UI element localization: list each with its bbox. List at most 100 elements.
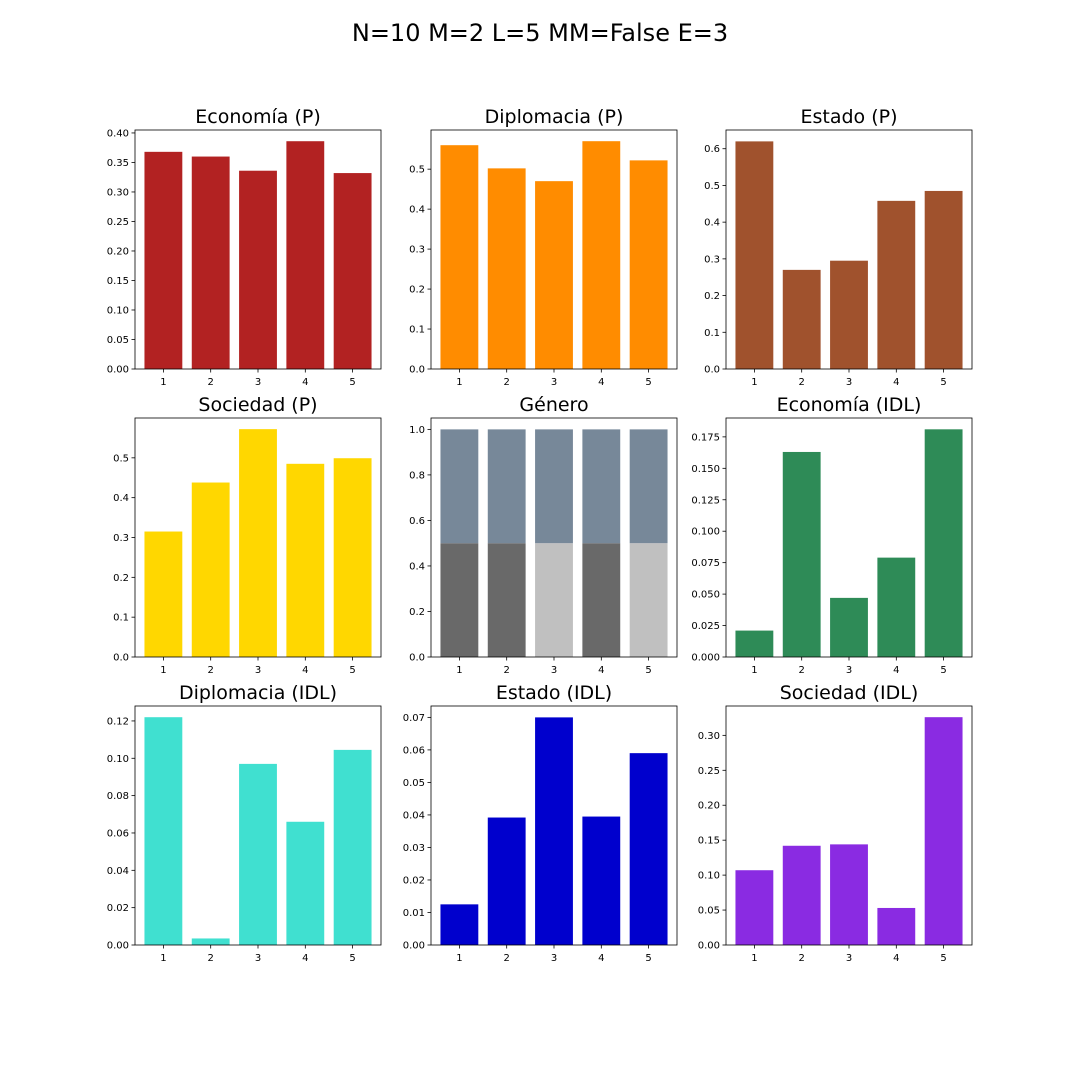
bar-2 [782,269,821,369]
bar-3-segment-1 [535,543,573,657]
subplot-title: Diplomacia (P) [485,106,624,128]
subplot-title: Sociedad (P) [198,394,317,416]
y-tick-label: 0.2 [409,285,425,296]
y-tick-label: 0.1 [113,613,129,624]
y-tick-label: 0.4 [704,218,720,229]
y-tick-label: 0.000 [691,653,720,664]
x-tick-label: 4 [598,377,604,388]
x-tick-label: 3 [551,953,557,964]
y-tick-label: 0.10 [698,871,720,882]
y-tick-label: 0.35 [107,158,129,169]
y-tick-label: 0.175 [691,432,720,443]
y-tick-label: 0.00 [698,941,720,952]
subplot-title: Economía (IDL) [777,394,922,416]
bar-2 [191,482,230,657]
x-tick-label: 4 [598,665,604,676]
x-tick-label: 5 [645,665,651,676]
subplot-6: 1 2 3 4 5 0.000 0.025 0.050 0.075 0.100 0.125 0.150… [691,394,973,676]
subplot-3: 1 2 3 4 5 0.0 0.1 0.2 0.3 0.4 0.5 0.6 Estado (P) [704,106,973,388]
x-tick-label: 5 [349,377,355,388]
y-tick-label: 0.08 [107,791,129,802]
x-tick-label: 2 [799,377,805,388]
y-tick-label: 0.05 [403,778,425,789]
bar-4 [286,141,325,369]
x-tick-label: 4 [302,953,308,964]
y-tick-label: 0.04 [403,810,425,821]
bar-2-segment-1 [487,543,526,657]
bar-4 [877,557,916,657]
y-tick-label: 0.0 [409,365,425,376]
x-tick-label: 1 [456,665,462,676]
bar-1 [440,145,479,369]
bar-3 [239,170,277,369]
y-tick-label: 0.8 [409,470,425,481]
bar-4 [877,907,916,945]
x-tick-label: 2 [208,377,214,388]
y-tick-label: 0.02 [107,903,129,914]
x-tick-label: 3 [551,665,557,676]
x-tick-label: 2 [799,953,805,964]
x-tick-label: 3 [255,377,261,388]
bar-5 [333,173,372,369]
bar-3 [830,260,868,369]
bar-2 [487,168,526,369]
bar-5 [333,749,372,945]
y-tick-label: 0.5 [113,453,129,464]
y-tick-label: 0.20 [107,246,129,257]
y-tick-label: 0.00 [403,941,425,952]
x-tick-label: 2 [208,953,214,964]
subplot-8: 1 2 3 4 5 0.00 0.01 0.02 0.03 0.04 0.05 0.06 0.07 Est… [403,682,678,964]
y-tick-label: 0.10 [107,305,129,316]
y-tick-label: 0.1 [409,325,425,336]
x-tick-label: 2 [504,953,510,964]
x-tick-label: 5 [349,953,355,964]
x-tick-label: 4 [893,377,899,388]
x-tick-label: 3 [846,953,852,964]
bar-1-segment-2 [440,429,479,544]
bar-2 [782,845,821,945]
bar-2 [487,817,526,945]
x-tick-label: 2 [208,665,214,676]
x-tick-label: 1 [751,953,757,964]
x-tick-label: 2 [504,665,510,676]
y-tick-label: 0.150 [691,464,720,475]
bar-3 [239,763,277,945]
bar-5 [629,160,668,369]
figure-suptitle: N=10 M=2 L=5 MM=False E=3 [352,19,728,47]
bar-4 [286,463,325,657]
bar-1 [440,904,479,945]
x-tick-label: 3 [846,665,852,676]
x-tick-label: 5 [940,377,946,388]
y-tick-label: 0.03 [403,843,425,854]
x-tick-label: 1 [456,953,462,964]
y-tick-label: 1.0 [409,425,425,436]
y-tick-label: 0.2 [113,573,129,584]
x-tick-label: 4 [893,953,899,964]
y-tick-label: 0.07 [403,713,425,724]
bar-5 [924,429,963,657]
y-tick-label: 0.30 [698,731,720,742]
subplot-grid: 1 2 3 4 50.000.050.100.150.200.250.300.350.4… [107,106,973,964]
subplot-title: Género [519,394,588,416]
y-tick-label: 0.25 [107,217,129,228]
y-tick-label: 0.2 [409,607,425,618]
bar-3 [535,181,573,369]
bar-5 [924,717,963,945]
x-tick-label: 2 [504,377,510,388]
bar-4 [286,821,325,945]
y-tick-label: 0.04 [107,866,129,877]
y-tick-label: 0.0 [113,653,129,664]
subplot-title: Diplomacia (IDL) [179,682,337,704]
y-tick-label: 0.4 [409,561,425,572]
y-tick-label: 0.15 [107,276,129,287]
y-tick-label: 0.3 [409,245,425,256]
bar-1-segment-1 [440,543,479,657]
bar-2 [191,156,230,369]
x-tick-label: 1 [160,953,166,964]
bar-1 [735,630,774,657]
bar-3 [830,597,868,657]
y-tick-label: 0.05 [107,335,129,346]
y-tick-label: 0.3 [113,533,129,544]
y-tick-label: 0.5 [409,165,425,176]
